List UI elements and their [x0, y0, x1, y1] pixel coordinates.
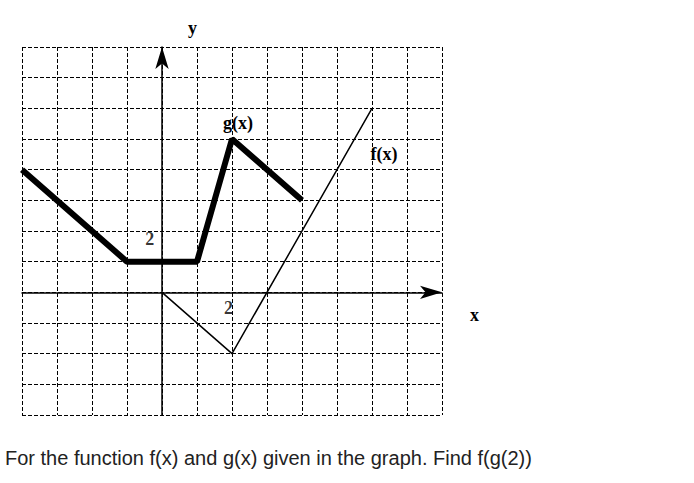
svg-text:g(x): g(x) — [223, 113, 253, 134]
svg-text:y: y — [188, 18, 197, 38]
svg-text:x: x — [470, 305, 479, 325]
svg-text:2: 2 — [224, 298, 233, 318]
svg-text:f(x): f(x) — [371, 144, 398, 165]
svg-text:For the function f(x) and g(x): For the function f(x) and g(x) given in … — [5, 447, 532, 469]
svg-text:2: 2 — [145, 229, 154, 249]
